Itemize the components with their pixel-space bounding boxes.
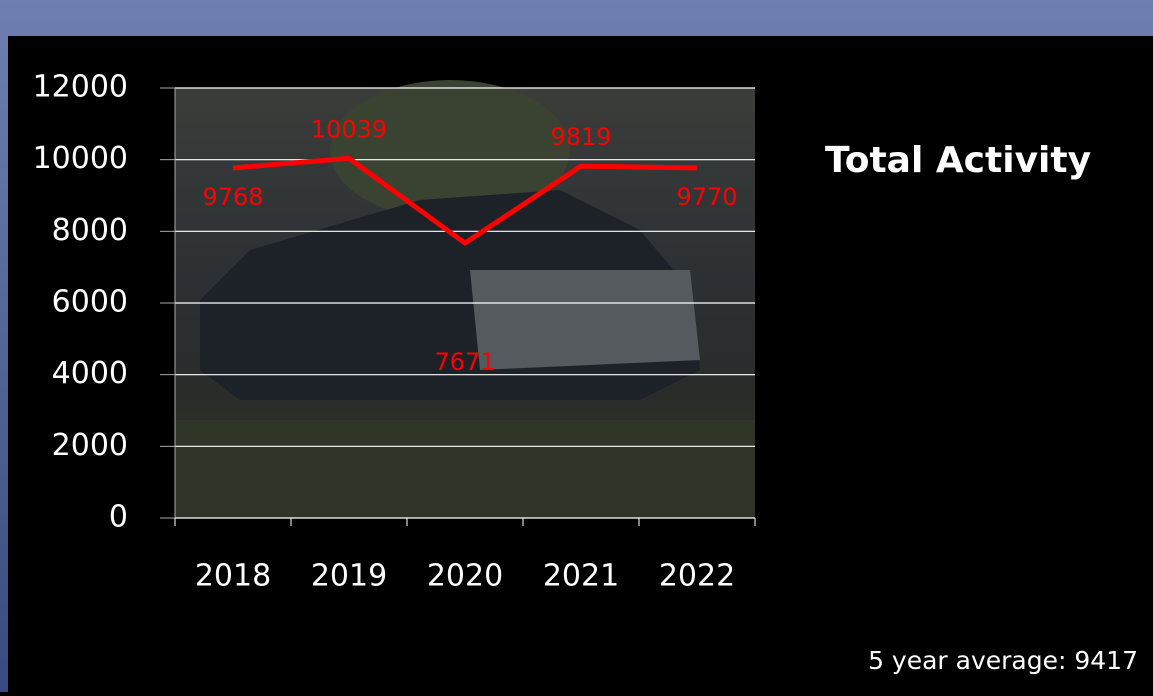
x-tick-label: 2022 — [659, 559, 735, 594]
y-tick-label: 4000 — [52, 356, 128, 391]
chart-title: Total Activity — [825, 140, 1091, 181]
y-tick-label: 10000 — [33, 141, 128, 176]
data-label: 9768 — [202, 183, 263, 211]
background-photo — [175, 80, 755, 518]
data-label: 7671 — [434, 348, 495, 376]
y-tick-label: 12000 — [33, 70, 128, 105]
y-tick-label: 6000 — [52, 285, 128, 320]
x-tick-label: 2019 — [311, 559, 387, 594]
data-label: 9819 — [550, 123, 611, 151]
data-label: 10039 — [311, 115, 387, 143]
x-tick-label: 2020 — [427, 559, 503, 594]
data-label: 9770 — [676, 183, 737, 211]
y-tick-label: 0 — [109, 500, 128, 535]
x-tick-label: 2021 — [543, 559, 619, 594]
data-line — [232, 155, 698, 247]
y-tick-label: 2000 — [52, 428, 128, 463]
average-note: 5 year average: 9417 — [868, 646, 1138, 675]
y-tick-label: 8000 — [52, 213, 128, 248]
x-tick-label: 2018 — [195, 559, 271, 594]
